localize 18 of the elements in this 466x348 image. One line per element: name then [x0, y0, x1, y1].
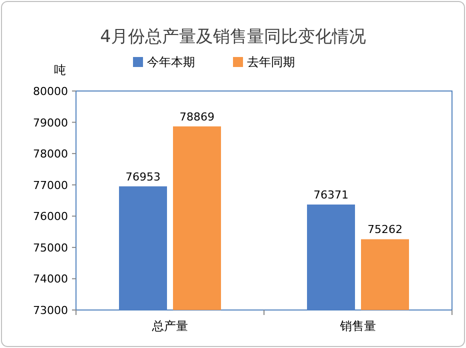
y-tick-label: 74000	[33, 272, 68, 286]
data-label: 76953	[126, 170, 160, 184]
y-tick-label: 73000	[33, 304, 68, 317]
data-label: 75262	[368, 223, 402, 236]
data-label: 78869	[180, 110, 214, 124]
y-tick-label: 75000	[33, 241, 68, 254]
y-tick-label: 77000	[33, 178, 68, 192]
y-axis-title: 吨	[54, 63, 66, 77]
y-tick-label: 76000	[33, 210, 68, 224]
chart-title: 4月份总产量及销售量同比变化情况	[100, 27, 366, 47]
x-tick-label: 总产量	[151, 319, 188, 333]
x-tick-label: 销售量	[339, 319, 376, 333]
data-label: 76371	[314, 188, 348, 202]
legend-label: 去年同期	[247, 55, 295, 69]
legend-label: 今年本期	[147, 55, 195, 69]
y-tick-label: 80000	[33, 85, 68, 98]
y-tick-label: 79000	[33, 116, 68, 130]
y-tick-label: 78000	[33, 148, 68, 161]
